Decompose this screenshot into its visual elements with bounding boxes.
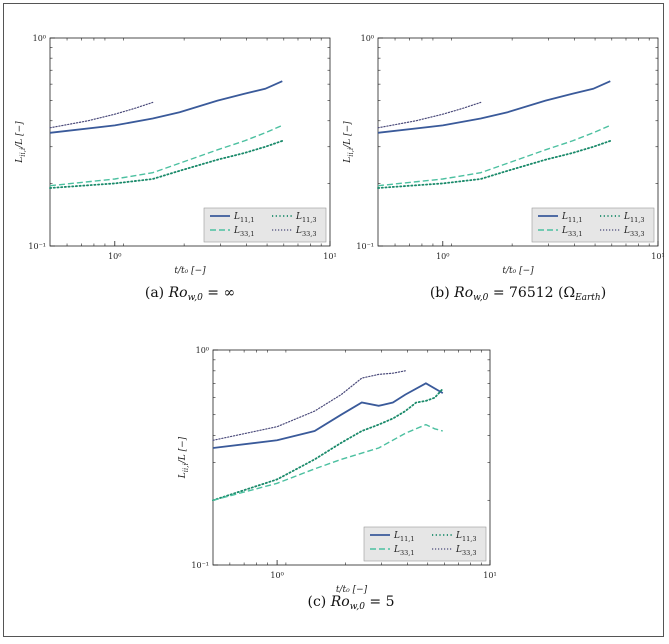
x-axis-label: t/t₀ [−] [336,585,368,595]
legend-box [531,207,655,243]
legend-box [363,526,487,562]
y-tick-label: 10⁰ [33,34,46,43]
series-line-L11-1 [49,80,283,134]
x-tick-label: 10⁰ [108,252,121,261]
x-tick-label: 10¹ [651,252,664,261]
series-line-L11-3 [49,139,284,189]
legend-label: L33,1 [233,226,254,238]
legend: L11,1 L11,3 L33,1 L33,3 [531,207,655,243]
series-line-L33-3 [377,101,482,129]
series-line-L33-3 [49,101,154,129]
series-line-L11-1 [377,80,611,134]
y-tick-label: 10⁰ [196,346,209,355]
x-tick-label: 10⁰ [270,571,283,580]
legend: L11,1 L11,3 L33,1 L33,3 [363,526,487,562]
y-tick-label: 10⁻¹ [28,242,46,251]
series-line-L33-1 [377,124,611,187]
legend-label: L33,3 [455,545,476,557]
x-tick-label: 10¹ [483,571,496,580]
legend: L11,1 L11,3 L33,1 L33,3 [203,207,327,243]
x-tick-label: 10⁰ [436,252,449,261]
y-axis-label: Lii,i/L [−] [178,436,190,479]
legend-label: L11,3 [623,212,644,224]
panel-caption: (c) Row,0 = 5 [308,594,395,612]
x-axis-label: t/t₀ [−] [502,266,534,276]
legend-label: L11,3 [295,212,316,224]
panel-caption: (b) Row,0 = 76512 (ΩEarth) [430,285,606,303]
legend-label: L11,1 [233,212,254,224]
legend-label: L11,1 [393,531,414,543]
series-line-L33-3 [212,370,406,441]
panel-caption: (a) Row,0 = ∞ [145,285,235,303]
series-line-L11-1 [212,382,444,449]
x-tick-label: 10¹ [323,252,336,261]
y-tick-label: 10⁰ [361,34,374,43]
legend-label: L33,1 [393,545,414,557]
legend-label: L33,3 [623,226,644,238]
series-line-L11-3 [377,139,612,189]
y-axis-label: Lii,i/L [−] [15,121,27,164]
legend-label: L33,3 [295,226,316,238]
legend-label: L11,3 [455,531,476,543]
y-tick-label: 10⁻¹ [191,561,209,570]
legend-label: L33,1 [561,226,582,238]
legend-label: L11,1 [561,212,582,224]
series-line-L33-1 [49,124,283,187]
y-axis-label: Lii,i/L [−] [343,121,355,164]
x-axis-label: t/t₀ [−] [174,266,206,276]
y-tick-label: 10⁻¹ [356,242,374,251]
series-line-L33-1 [212,423,443,501]
legend-box [203,207,327,243]
series-line-L11-3 [212,387,444,502]
